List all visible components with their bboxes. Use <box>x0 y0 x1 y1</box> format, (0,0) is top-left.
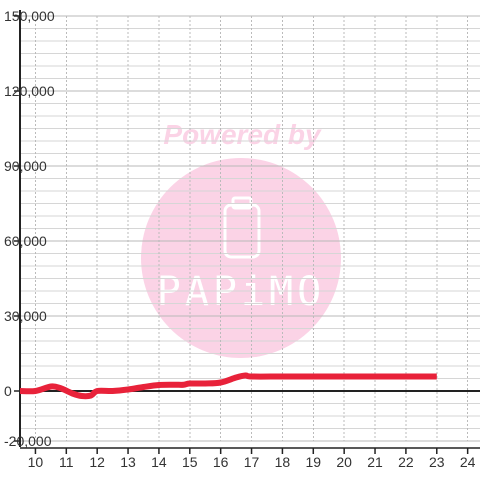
x-tick-label: 20 <box>336 454 352 470</box>
y-tick-label: 60,000 <box>4 233 47 249</box>
watermark-powered-by: Powered by <box>163 119 322 150</box>
y-tick-label: -20,000 <box>4 433 52 449</box>
x-tick-label: 13 <box>120 454 136 470</box>
x-tick-label: 12 <box>89 454 105 470</box>
x-tick-label: 18 <box>275 454 291 470</box>
x-tick-label: 14 <box>151 454 167 470</box>
x-tick-label: 17 <box>244 454 260 470</box>
y-tick-label: 0 <box>4 383 12 399</box>
x-tick-labels: 10 11 12 13 14 15 16 17 18 19 20 21 22 23 24 <box>28 454 476 470</box>
x-tick-label: 16 <box>213 454 229 470</box>
grid <box>20 15 480 442</box>
x-tick-label: 15 <box>182 454 198 470</box>
x-tick-label: 24 <box>460 454 476 470</box>
watermark-brand: PAPiMO <box>157 269 326 315</box>
series-line <box>19 372 437 400</box>
y-tick-label: 120,000 <box>4 83 55 99</box>
x-tick-label: 23 <box>429 454 445 470</box>
watermark: Powered by PAPiMO <box>141 119 341 358</box>
x-tick-label: 19 <box>305 454 321 470</box>
series-group <box>19 372 437 400</box>
x-tick-label: 11 <box>59 454 74 470</box>
y-tick-label: 150,000 <box>4 8 55 24</box>
y-tick-labels: -20,000 0 30,000 60,000 90,000 120,000 150,000 <box>4 8 55 449</box>
x-tick-label: 22 <box>398 454 414 470</box>
y-tick-label: 90,000 <box>4 158 47 174</box>
y-tick-label: 30,000 <box>4 308 47 324</box>
x-tick-label: 10 <box>28 454 44 470</box>
x-tick-label: 21 <box>367 454 383 470</box>
